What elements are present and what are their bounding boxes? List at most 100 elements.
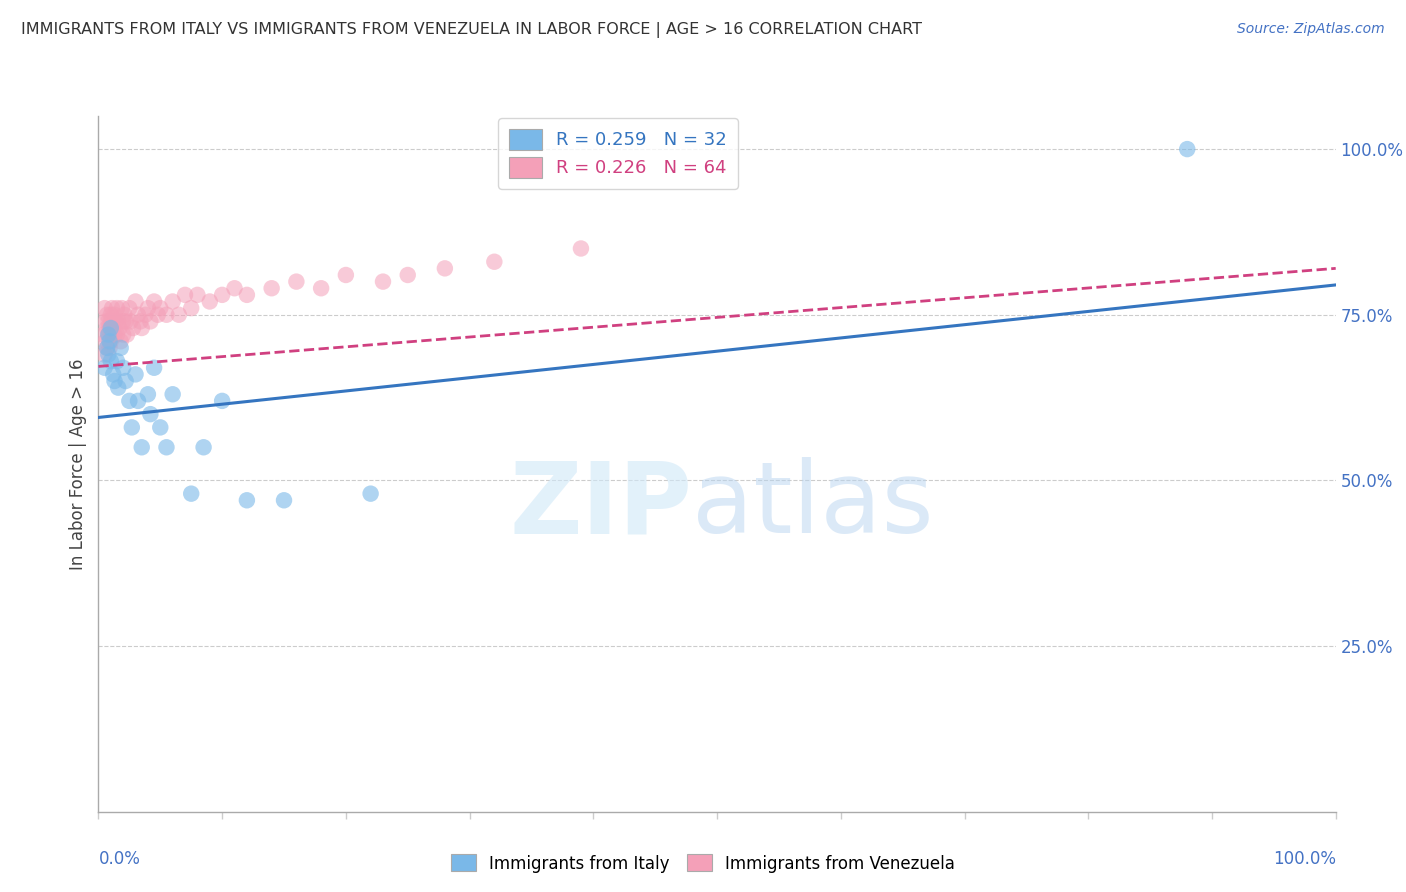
Point	[97, 314, 120, 328]
Point	[97, 347, 120, 361]
Point	[98, 341, 121, 355]
Point	[180, 301, 202, 315]
Point	[96, 308, 118, 322]
Point	[167, 308, 190, 322]
Point	[100, 308, 122, 322]
Point	[101, 327, 124, 342]
Point	[162, 294, 184, 309]
Point	[136, 387, 159, 401]
Point	[129, 314, 152, 328]
Point	[103, 327, 125, 342]
Point	[396, 268, 419, 282]
Legend: Immigrants from Italy, Immigrants from Venezuela: Immigrants from Italy, Immigrants from V…	[444, 847, 962, 880]
Point	[360, 486, 382, 500]
Point	[101, 301, 124, 315]
Point	[111, 301, 134, 315]
Point	[93, 327, 115, 342]
Point	[105, 354, 128, 368]
Point	[155, 440, 177, 454]
Point	[112, 327, 135, 342]
Point	[162, 387, 184, 401]
Point	[146, 308, 169, 322]
Point	[108, 321, 131, 335]
Point	[104, 314, 127, 328]
Point	[139, 407, 162, 421]
Point	[107, 314, 129, 328]
Point	[236, 288, 259, 302]
Point	[93, 360, 115, 375]
Text: Source: ZipAtlas.com: Source: ZipAtlas.com	[1237, 22, 1385, 37]
Point	[103, 368, 125, 382]
Point	[149, 301, 172, 315]
Point	[94, 314, 117, 328]
Point	[155, 308, 177, 322]
Point	[131, 440, 153, 454]
Point	[1175, 142, 1198, 156]
Point	[193, 440, 215, 454]
Point	[121, 420, 143, 434]
Point	[93, 347, 115, 361]
Point	[285, 275, 308, 289]
Point	[143, 294, 166, 309]
Point	[100, 321, 122, 335]
Point	[105, 327, 128, 342]
Point	[309, 281, 332, 295]
Point	[100, 314, 122, 328]
Point	[112, 308, 135, 322]
Point	[98, 321, 121, 335]
Point	[335, 268, 357, 282]
Point	[98, 334, 121, 349]
Point	[115, 327, 138, 342]
Point	[236, 493, 259, 508]
Point	[273, 493, 295, 508]
Point	[136, 301, 159, 315]
Point	[131, 321, 153, 335]
Point	[127, 393, 149, 408]
Point	[484, 254, 506, 268]
Point	[114, 374, 136, 388]
Point	[224, 281, 246, 295]
Point	[149, 420, 172, 434]
Point	[103, 321, 125, 335]
Point	[112, 360, 135, 375]
Point	[127, 308, 149, 322]
Point	[569, 242, 592, 256]
Text: 0.0%: 0.0%	[98, 850, 141, 868]
Point	[118, 393, 141, 408]
Point	[100, 354, 122, 368]
Point	[96, 341, 118, 355]
Point	[107, 381, 129, 395]
Point	[96, 341, 118, 355]
Point	[97, 327, 120, 342]
Point	[180, 486, 202, 500]
Point	[186, 288, 208, 302]
Point	[139, 314, 162, 328]
Point	[143, 360, 166, 375]
Point	[124, 368, 146, 382]
Text: 100.0%: 100.0%	[1272, 850, 1336, 868]
Point	[103, 374, 125, 388]
Text: atlas: atlas	[692, 457, 934, 554]
Point	[114, 314, 136, 328]
Point	[105, 301, 128, 315]
Point	[94, 334, 117, 349]
Point	[433, 261, 456, 276]
Point	[371, 275, 394, 289]
Point	[103, 308, 125, 322]
Point	[122, 321, 145, 335]
Legend: R = 0.259   N = 32, R = 0.226   N = 64: R = 0.259 N = 32, R = 0.226 N = 64	[498, 118, 738, 188]
Point	[93, 301, 115, 315]
Point	[100, 334, 122, 349]
Point	[134, 308, 156, 322]
Point	[118, 301, 141, 315]
Point	[110, 341, 132, 355]
Point	[260, 281, 283, 295]
Point	[120, 314, 142, 328]
Point	[211, 288, 233, 302]
Text: ZIP: ZIP	[509, 457, 692, 554]
Point	[198, 294, 221, 309]
Y-axis label: In Labor Force | Age > 16: In Labor Force | Age > 16	[69, 358, 87, 570]
Text: IMMIGRANTS FROM ITALY VS IMMIGRANTS FROM VENEZUELA IN LABOR FORCE | AGE > 16 COR: IMMIGRANTS FROM ITALY VS IMMIGRANTS FROM…	[21, 22, 922, 38]
Point	[96, 321, 118, 335]
Point	[97, 327, 120, 342]
